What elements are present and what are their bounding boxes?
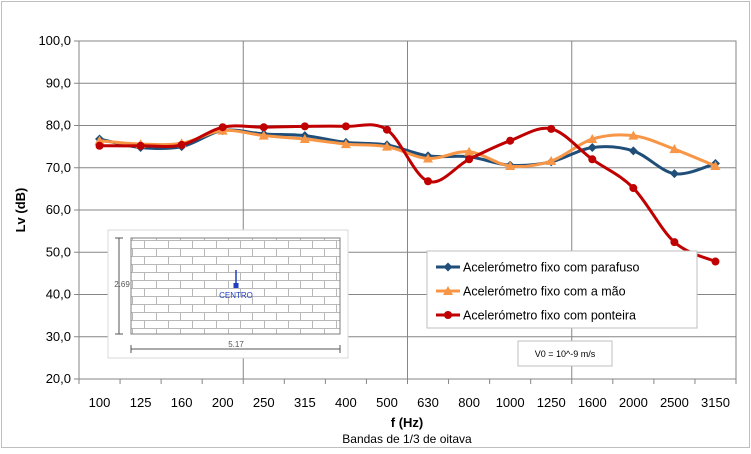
data-point [341, 122, 350, 131]
series-line [99, 123, 717, 263]
data-point [546, 155, 557, 165]
data-point [506, 136, 515, 145]
x-tick-label: 2500 [660, 395, 689, 410]
data-point [505, 161, 516, 171]
data-point [424, 177, 433, 186]
center-marker [233, 283, 239, 288]
wall-inset: 2.69 5.17 CENTRO [107, 229, 349, 359]
x-tick-label: 800 [458, 395, 480, 410]
data-point [177, 140, 186, 149]
x-tick-label: 160 [171, 395, 193, 410]
data-point [587, 142, 597, 152]
legend-marker [443, 286, 453, 295]
data-point [464, 146, 475, 156]
data-point [382, 125, 391, 134]
annotation-text: V0 = 10^-9 m/s [535, 349, 596, 359]
data-point [628, 146, 638, 156]
x-tick-label: 630 [417, 395, 439, 410]
x-axis-subtitle: Bandas de 1/3 de oitava [342, 432, 472, 446]
data-point [629, 184, 638, 193]
data-point [547, 124, 556, 133]
series-line [99, 128, 716, 176]
annotation-box [517, 340, 613, 367]
y-tick-label: 100,0 [38, 33, 71, 48]
data-point [218, 123, 227, 132]
data-point [340, 139, 351, 149]
x-tick-label: 315 [294, 395, 316, 410]
data-point [628, 130, 639, 140]
y-tick-label: 60,0 [46, 202, 71, 217]
y-axis-title: Lv (dB) [13, 188, 28, 233]
y-tick-label: 70,0 [46, 160, 71, 175]
data-point [669, 144, 680, 154]
data-point [259, 123, 268, 132]
data-point [711, 257, 720, 266]
series-3 [95, 122, 720, 266]
legend-marker [444, 311, 452, 319]
data-point [670, 238, 679, 247]
data-point [710, 161, 721, 171]
data-point [300, 122, 309, 131]
center-label: CENTRO [219, 291, 253, 300]
legend-label: Acelerómetro fixo com parafuso [463, 261, 640, 275]
data-point [423, 153, 434, 163]
data-point [95, 141, 104, 150]
y-tick-label: 40,0 [46, 287, 71, 302]
x-tick-label: 3150 [701, 395, 730, 410]
data-point [465, 155, 474, 164]
x-tick-label: 1600 [578, 395, 607, 410]
legend-marker [443, 262, 453, 272]
x-tick-label: 100 [89, 395, 111, 410]
legend-box [426, 250, 698, 329]
legend-item: Acelerómetro fixo com ponteira [436, 309, 636, 323]
data-point [94, 135, 105, 145]
legend-item: Acelerómetro fixo com a mão [436, 285, 626, 299]
legend-label: Acelerómetro fixo com ponteira [463, 309, 636, 323]
height-label: 2.69 [114, 280, 130, 289]
data-point [669, 169, 679, 179]
y-tick-label: 20,0 [46, 371, 71, 386]
x-tick-label: 1000 [496, 395, 525, 410]
x-tick-label: 2000 [619, 395, 648, 410]
x-tick-label: 250 [253, 395, 275, 410]
legend-item: Acelerómetro fixo com parafuso [436, 261, 640, 275]
y-tick-label: 80,0 [46, 118, 71, 133]
y-tick-label: 90,0 [46, 75, 71, 90]
data-point [299, 134, 310, 144]
x-tick-label: 500 [376, 395, 398, 410]
x-tick-label: 125 [130, 395, 152, 410]
width-label: 5.17 [228, 340, 244, 349]
legend-label: Acelerómetro fixo com a mão [463, 285, 626, 299]
data-point [587, 134, 598, 144]
legend: Acelerómetro fixo com parafuso Acelerómet… [426, 250, 698, 329]
y-axis-ticks: 20,0 30,0 40,0 50,0 60,0 70,0 80,0 90,0 100,0 [38, 33, 79, 386]
data-point [381, 141, 392, 151]
data-point [136, 141, 145, 150]
x-axis-ticks: 100 125 160 200 250 315 400 500 630 800 1000 1250 16… [78, 379, 737, 410]
x-axis-title: f (Hz) [391, 415, 424, 430]
x-tick-label: 1250 [537, 395, 566, 410]
y-tick-label: 30,0 [46, 329, 71, 344]
y-tick-label: 50,0 [46, 244, 71, 259]
x-tick-label: 400 [335, 395, 357, 410]
x-tick-label: 200 [212, 395, 234, 410]
data-point [588, 155, 597, 164]
series [94, 122, 721, 266]
data-point [258, 130, 269, 140]
